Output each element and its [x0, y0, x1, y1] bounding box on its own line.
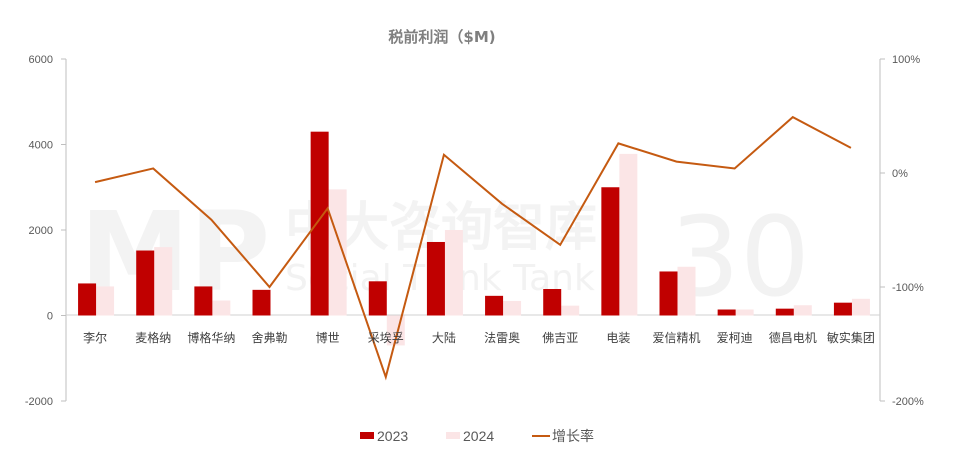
bar-2023[interactable] [833, 302, 852, 316]
bar-2023[interactable] [194, 286, 213, 316]
category-label: 电装 [606, 331, 630, 345]
legend: 2023 2024 增长率 [360, 428, 594, 444]
bar-2024[interactable] [677, 266, 696, 316]
category-label: 博格华纳 [187, 330, 235, 345]
category-label: 舍弗勒 [251, 330, 287, 345]
legend-item-2023[interactable]: 2023 [360, 428, 408, 444]
left-tick-labels: 6000 4000 2000 0 -2000 [25, 54, 66, 408]
category-label: 佛吉亚 [542, 331, 578, 345]
bar-2023[interactable] [659, 271, 678, 316]
bar-2023[interactable] [78, 283, 97, 316]
bar-2024[interactable] [619, 153, 638, 316]
bar-2024[interactable] [328, 189, 347, 316]
bar-2024[interactable] [154, 247, 173, 316]
category-label: 爱信精机 [652, 331, 700, 345]
category-label: 博世 [316, 330, 340, 345]
bar-2023[interactable] [368, 281, 387, 316]
right-tick-label: -100% [892, 282, 924, 294]
bar-2023[interactable] [543, 288, 562, 316]
category-label: 采埃孚 [368, 331, 404, 345]
category-label: 麦格纳 [135, 330, 171, 345]
growth-rate-line[interactable] [94, 115, 852, 381]
bar-2023[interactable] [601, 187, 620, 316]
category-label: 李尔 [83, 330, 107, 345]
right-tick-label: 0% [892, 168, 908, 180]
legend-swatch-2024 [446, 432, 460, 439]
bar-2023[interactable] [485, 295, 504, 316]
bar-2024[interactable] [503, 300, 522, 316]
category-label: 爱柯迪 [717, 331, 753, 345]
bars [78, 131, 870, 346]
legend-label-2023: 2023 [377, 428, 408, 444]
left-tick-label: 0 [47, 311, 53, 323]
legend-swatch-2023 [360, 432, 374, 439]
right-tick-label: 100% [892, 54, 920, 66]
bar-2024[interactable] [561, 305, 580, 316]
bar-2023[interactable] [310, 131, 329, 316]
bar-2023[interactable] [775, 308, 794, 316]
chart-title: 税前利润（$M) [388, 28, 495, 46]
left-tick-label: 2000 [29, 225, 53, 237]
right-tick-labels: 100% 0% -100% -200% [880, 54, 924, 408]
left-tick-label: 4000 [29, 140, 53, 152]
category-label: 德昌电机 [769, 330, 817, 345]
bar-2023[interactable] [426, 241, 445, 316]
bar-2024[interactable] [96, 286, 115, 316]
legend-item-growth[interactable]: 增长率 [532, 428, 594, 444]
left-tick-label: 6000 [29, 54, 53, 66]
category-label: 敏实集团 [827, 330, 875, 345]
category-label: 法雷奥 [484, 331, 520, 345]
bar-2023[interactable] [717, 309, 736, 316]
category-label: 大陆 [432, 330, 456, 345]
bar-2023[interactable] [252, 289, 271, 316]
right-tick-label: -200% [892, 396, 924, 408]
bar-2024[interactable] [793, 305, 812, 316]
bar-2024[interactable] [735, 309, 754, 316]
legend-label-2024: 2024 [463, 428, 494, 444]
left-tick-label: -2000 [25, 396, 53, 408]
growth-line [94, 115, 852, 381]
legend-label-growth: 增长率 [552, 428, 594, 444]
bar-2024[interactable] [212, 300, 231, 316]
legend-item-2024[interactable]: 2024 [446, 428, 494, 444]
bar-2023[interactable] [136, 250, 155, 316]
bar-2024[interactable] [444, 230, 463, 316]
category-labels: 李尔 麦格纳 博格华纳 舍弗勒 博世 采埃孚 大陆 法雷奥 佛吉亚 电装 爱信精机 爱柯迪 德昌电机 敏实… [83, 330, 875, 345]
bar-2024[interactable] [851, 298, 870, 316]
